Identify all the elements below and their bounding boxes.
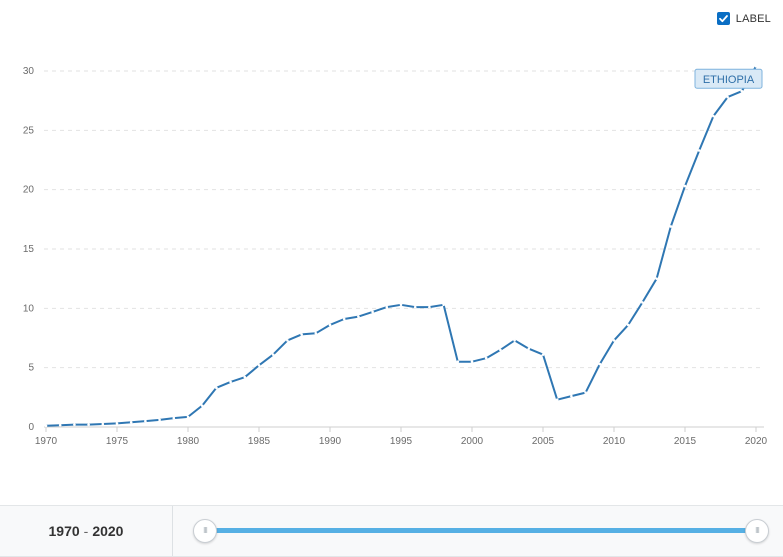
data-point (712, 114, 715, 118)
label-toggle-text: LABEL (735, 12, 771, 25)
y-tick-label: 30 (23, 66, 35, 77)
data-point (399, 303, 403, 307)
data-point (570, 394, 573, 398)
data-point (87, 423, 90, 426)
grip-icon: III (755, 526, 760, 535)
data-point (215, 386, 218, 390)
data-point (456, 360, 460, 364)
slider-handle-end[interactable]: III (745, 519, 769, 543)
x-tick-label: 1970 (35, 436, 58, 447)
data-point (484, 356, 488, 360)
y-tick-label: 20 (23, 185, 35, 196)
x-tick-label: 1985 (248, 436, 271, 447)
data-point (385, 305, 389, 309)
label-checkbox[interactable] (716, 12, 730, 25)
data-point (271, 353, 275, 356)
range-start-year: 1970 (48, 523, 80, 539)
y-tick-label: 25 (23, 125, 35, 136)
data-point (200, 404, 204, 407)
x-tick-label: 2010 (603, 436, 626, 447)
data-point (697, 149, 701, 152)
data-point (73, 423, 76, 426)
data-point (598, 362, 602, 366)
data-point (357, 315, 360, 318)
data-point (144, 419, 147, 423)
y-tick-label: 5 (28, 363, 34, 374)
data-point (655, 277, 658, 280)
x-tick-label: 1975 (106, 436, 129, 447)
x-tick-label: 1995 (390, 436, 413, 447)
x-tick-label: 2000 (461, 436, 484, 447)
data-point (58, 423, 62, 427)
data-point (612, 339, 616, 342)
year-slider-fill (204, 528, 756, 533)
series-label-box (694, 68, 763, 89)
data-point (371, 310, 374, 314)
data-point (115, 422, 119, 425)
data-point (442, 303, 445, 307)
data-point (257, 363, 261, 367)
line-chart: 0 5 10 15 20 25 30 1970 1975 1980 1985 1990 1995 2000… (23, 64, 768, 447)
x-tick-label: 2015 (674, 436, 697, 447)
y-tick-label: 0 (28, 422, 34, 433)
slider-handle-start[interactable]: III (193, 519, 217, 543)
series-line (45, 65, 757, 427)
data-point (754, 64, 758, 68)
data-point (286, 339, 289, 342)
range-display: 1970 - 2020 (0, 506, 173, 556)
x-tick-label: 1980 (177, 436, 200, 447)
data-point (44, 424, 48, 428)
year-slider-track[interactable] (204, 528, 756, 533)
x-tick-label: 2005 (532, 436, 555, 447)
data-point (314, 331, 318, 335)
range-separator: - (83, 523, 89, 539)
data-point (300, 333, 303, 336)
data-point (669, 225, 673, 228)
data-point (555, 398, 559, 402)
data-point (641, 301, 644, 304)
series-label: ETHIOPIA (703, 74, 755, 86)
grip-icon: III (203, 526, 208, 535)
label-toggle[interactable]: LABEL (716, 12, 771, 25)
data-point (243, 375, 247, 379)
data-point (328, 323, 332, 327)
data-point (584, 391, 587, 394)
range-end-year: 2020 (92, 523, 124, 539)
y-tick-label: 10 (23, 303, 35, 314)
data-point (129, 420, 133, 424)
data-point (101, 422, 105, 426)
data-point (513, 339, 516, 342)
data-point (470, 360, 474, 364)
data-point (413, 305, 417, 309)
data-point (541, 353, 545, 356)
data-point (626, 323, 630, 327)
x-tick-label: 2020 (745, 436, 768, 447)
data-point (158, 418, 161, 422)
x-tick-label: 1990 (319, 436, 342, 447)
data-point (527, 347, 531, 350)
data-point (186, 415, 190, 419)
y-tick-label: 15 (23, 244, 35, 255)
data-point (428, 305, 431, 309)
data-point (229, 380, 232, 384)
data-point (172, 416, 176, 420)
data-point (740, 89, 744, 93)
checkmark-icon (718, 15, 728, 23)
data-point (683, 184, 687, 188)
data-point (499, 348, 502, 352)
time-range-bar: 1970 - 2020 III III (0, 505, 783, 557)
data-point (726, 95, 729, 99)
data-point (342, 317, 346, 321)
